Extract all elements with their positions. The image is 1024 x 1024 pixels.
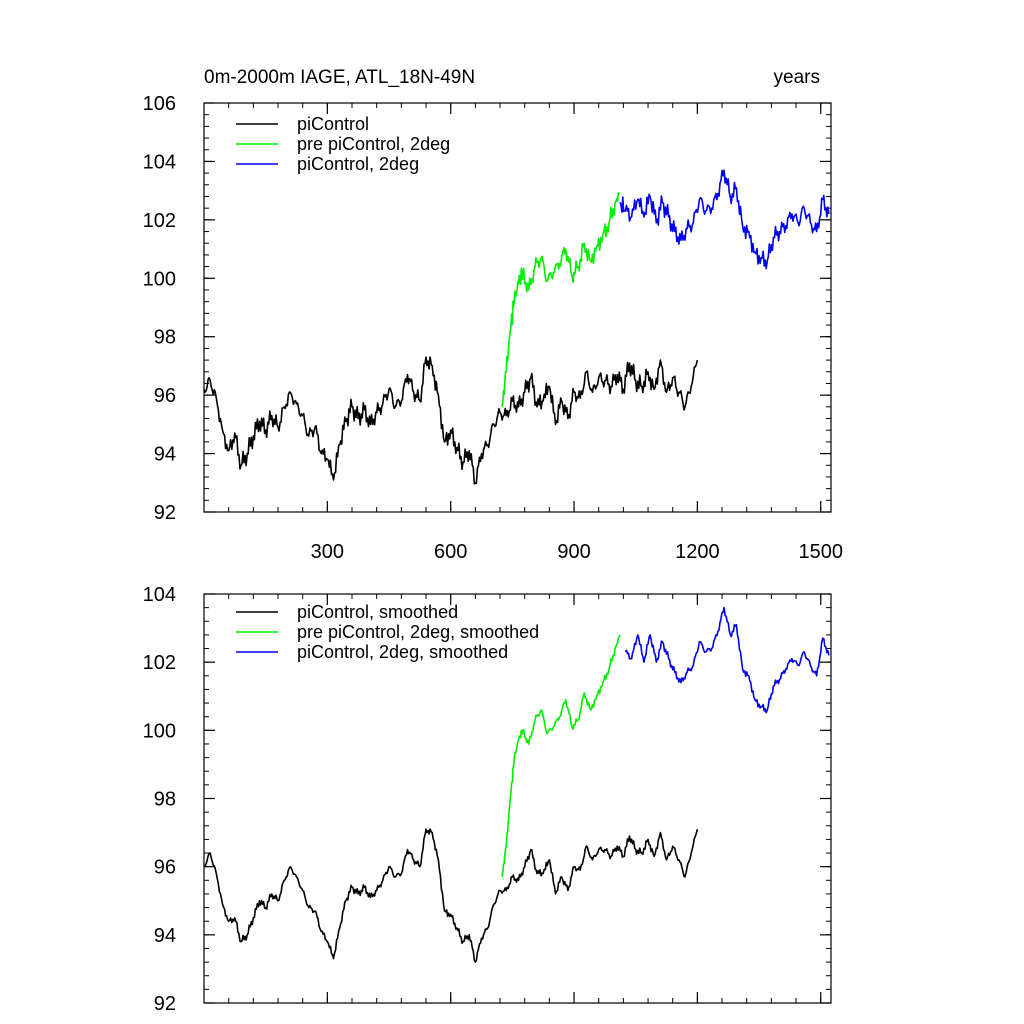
legend-label: piControl, 2deg, smoothed <box>297 642 508 662</box>
top-panel-title: 0m-2000m IAGE, ATL_18N-49N <box>204 67 475 88</box>
plot-frame <box>203 102 832 513</box>
series-line-pre-picontrol-2deg-smoothed <box>501 634 621 878</box>
top-panel: 0m-2000m IAGE, ATL_18N-49N years 92 94 96 9… <box>143 67 843 563</box>
y-tick-label: 94 <box>154 444 176 466</box>
y-tick-label: 102 <box>143 652 176 674</box>
x-tick-label: 1500 <box>798 541 843 563</box>
y-tick-label: 102 <box>143 210 176 232</box>
y-tick-label: 98 <box>154 327 176 349</box>
series-line-picontrol-smoothed <box>203 828 699 963</box>
y-tick-label: 94 <box>154 925 176 947</box>
series-line-picontrol-2deg <box>619 169 830 270</box>
top-panel-units: years <box>774 67 820 88</box>
y-tick-label: 104 <box>143 151 176 173</box>
legend-label: pre piControl, 2deg <box>297 134 450 154</box>
legend-label: piControl <box>297 114 369 134</box>
y-tick-label: 92 <box>154 993 176 1015</box>
y-tick-label: 92 <box>154 502 176 524</box>
y-tick-label: 96 <box>154 385 176 407</box>
x-tick-label: 300 <box>311 541 344 563</box>
y-tick-label: 96 <box>154 857 176 879</box>
x-tick-label: 900 <box>557 541 590 563</box>
x-tick-label: 600 <box>434 541 467 563</box>
series-line-picontrol <box>203 356 699 485</box>
series-line-picontrol-2deg-smoothed <box>624 606 830 714</box>
y-tick-label: 100 <box>143 720 176 742</box>
legend-label: piControl, 2deg <box>297 154 419 174</box>
bottom-panel: 92 94 96 98 100 102 104 piControl, smoothedpre … <box>143 584 832 1015</box>
x-tick-label: 1200 <box>675 541 720 563</box>
y-tick-label: 100 <box>143 268 176 290</box>
y-tick-label: 106 <box>143 93 176 115</box>
y-tick-label: 98 <box>154 789 176 811</box>
series-line-pre-picontrol-2deg <box>501 192 621 407</box>
y-tick-label: 104 <box>143 584 176 606</box>
legend-label: pre piControl, 2deg, smoothed <box>297 622 539 642</box>
legend-label: piControl, smoothed <box>297 602 458 622</box>
